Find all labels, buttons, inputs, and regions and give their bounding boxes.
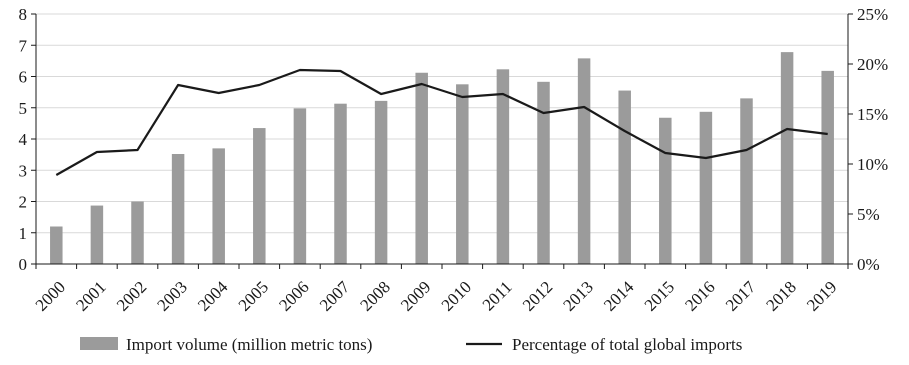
y-left-tick-label: 1 bbox=[19, 224, 28, 243]
x-tick-label: 2008 bbox=[356, 277, 393, 314]
y-right-tick-label: 15% bbox=[857, 105, 888, 124]
bar bbox=[415, 73, 428, 264]
gridlines bbox=[36, 14, 848, 233]
bar bbox=[497, 69, 510, 264]
bar bbox=[172, 154, 185, 264]
y-right-tick-label: 0% bbox=[857, 255, 880, 274]
x-tick-label: 2009 bbox=[397, 277, 434, 314]
x-tick-label: 2013 bbox=[559, 277, 596, 314]
y-right-tick-label: 25% bbox=[857, 5, 888, 24]
bar bbox=[700, 112, 713, 264]
bar bbox=[578, 58, 591, 264]
y-left-tick-label: 2 bbox=[19, 193, 28, 212]
bar bbox=[781, 52, 794, 264]
legend-bar-label: Import volume (million metric tons) bbox=[126, 335, 372, 354]
y-left-tick-label: 5 bbox=[19, 99, 28, 118]
y-left-tick-label: 4 bbox=[19, 130, 28, 149]
bar bbox=[91, 206, 104, 264]
y-right-tick-label: 10% bbox=[857, 155, 888, 174]
y-left-tick-label: 3 bbox=[19, 161, 28, 180]
x-tick-label: 2018 bbox=[762, 277, 799, 314]
x-tick-label: 2014 bbox=[600, 277, 638, 315]
y-left-tick-label: 6 bbox=[19, 68, 28, 87]
bar-series bbox=[50, 52, 834, 264]
x-tick-label: 2006 bbox=[275, 277, 312, 314]
x-tick-label: 2005 bbox=[235, 277, 272, 314]
bar bbox=[659, 118, 672, 264]
y-left-tick-label: 8 bbox=[19, 5, 28, 24]
x-tick-label: 2017 bbox=[722, 277, 760, 315]
bar bbox=[456, 84, 469, 264]
x-tick-label: 2001 bbox=[72, 277, 109, 314]
x-tick-label: 2003 bbox=[153, 277, 190, 314]
bar bbox=[821, 71, 834, 264]
bar bbox=[740, 98, 753, 264]
axes bbox=[31, 14, 853, 269]
y-right-tick-label: 5% bbox=[857, 205, 880, 224]
bar bbox=[212, 148, 225, 264]
bar bbox=[334, 104, 347, 264]
x-tick-label: 2007 bbox=[316, 277, 354, 315]
bar bbox=[131, 202, 144, 265]
x-tick-label: 2019 bbox=[803, 277, 840, 314]
bar bbox=[537, 82, 550, 264]
legend-bar-swatch bbox=[80, 337, 118, 350]
legend-line-label: Percentage of total global imports bbox=[512, 335, 742, 354]
legend: Import volume (million metric tons) Perce… bbox=[80, 335, 742, 354]
bar bbox=[294, 108, 307, 264]
bar bbox=[253, 128, 265, 264]
x-tick-label: 2012 bbox=[519, 277, 556, 314]
y-left-tick-label: 0 bbox=[19, 255, 28, 274]
bar bbox=[50, 227, 63, 265]
x-tick-label: 2011 bbox=[479, 277, 516, 314]
y-right-tick-label: 20% bbox=[857, 55, 888, 74]
x-tick-label: 2015 bbox=[641, 277, 678, 314]
x-tick-label: 2016 bbox=[681, 277, 718, 314]
x-tick-label: 2002 bbox=[113, 277, 150, 314]
x-tick-label: 2000 bbox=[32, 277, 69, 314]
x-tick-label: 2010 bbox=[438, 277, 475, 314]
y-left-tick-label: 7 bbox=[19, 36, 28, 55]
bar bbox=[618, 91, 631, 264]
bar bbox=[375, 101, 388, 264]
x-tick-label: 2004 bbox=[194, 277, 232, 315]
